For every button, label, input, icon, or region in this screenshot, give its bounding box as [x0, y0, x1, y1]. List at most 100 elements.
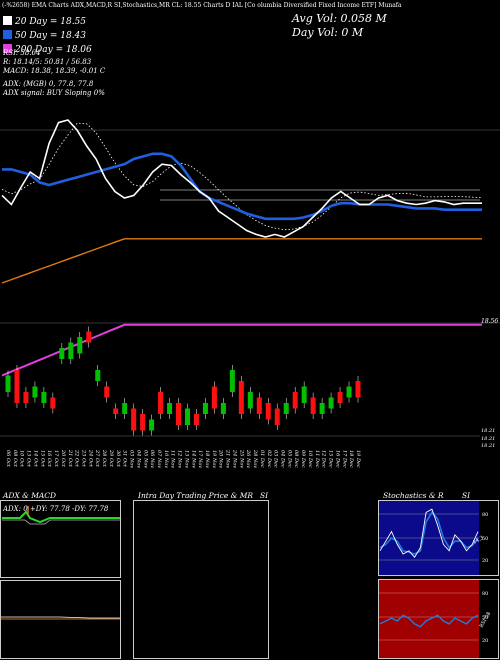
swatch — [3, 44, 12, 53]
day-volume: Day Vol: 0 M — [292, 26, 364, 39]
candle — [301, 381, 307, 408]
candle — [184, 403, 190, 430]
candle — [5, 370, 11, 397]
macd-readout: MACD: 18.38, 18.39, -0.01 C — [3, 67, 106, 75]
price-label: 18.56 — [481, 318, 498, 325]
date-label: 04 Dec — [280, 450, 286, 468]
date-label: 11 Dec — [314, 450, 320, 468]
candle-body — [23, 392, 29, 403]
main-chart: 06 Oct 08 Oct 10 Oct 13 Oct 14 Oct 15 Oct 16 O… — [0, 119, 500, 468]
date-label: 03 Dec — [273, 450, 279, 468]
candle-body — [158, 392, 164, 414]
intraday-panel — [133, 500, 269, 659]
legend-ema200: 200 Day = 18.06 — [3, 44, 92, 55]
candle — [265, 398, 271, 425]
candle — [113, 403, 119, 419]
rsi-tick: 80 — [482, 591, 488, 597]
date-label: 24 Nov — [231, 449, 237, 468]
candle — [247, 387, 253, 414]
candle-body — [122, 403, 128, 414]
date-label: 21 Nov — [225, 449, 231, 468]
date-label: 10 Nov — [163, 450, 169, 468]
date-label: 13 Oct — [26, 450, 32, 468]
date-label: 17 Nov — [197, 450, 203, 468]
candle-body — [229, 370, 235, 392]
adx-readout: ADX: (MGB) 0, 77.8, 77.8 ADX signal: BUY… — [3, 80, 105, 98]
candle-body — [274, 408, 280, 425]
candle-body — [202, 403, 208, 414]
gridlines — [0, 129, 500, 437]
rsi-tick: 50 — [482, 615, 488, 621]
date-label: 17 Oct — [53, 450, 59, 468]
candle-body — [319, 403, 325, 414]
candle — [50, 392, 56, 414]
candle-body — [14, 370, 20, 403]
macd-line — [1, 616, 120, 619]
candle — [167, 398, 173, 419]
dotted-ema-line — [1, 122, 483, 231]
stoch-tick: 50 — [482, 536, 488, 542]
date-label: 31 Oct — [122, 450, 128, 468]
rsi-tick: 20 — [482, 638, 488, 644]
rsi-line — [379, 614, 479, 628]
adx-values: ADX: 0 +DY: 77.78 -DY: 77.78 — [2, 505, 109, 513]
candle — [310, 392, 316, 419]
candle — [158, 387, 164, 419]
candle — [95, 365, 101, 386]
candle — [202, 398, 208, 419]
date-label: 04 Nov — [135, 450, 141, 468]
date-label: 27 Oct — [94, 449, 100, 468]
candle-body — [149, 419, 155, 431]
date-label: 28 Nov — [252, 449, 258, 468]
date-label: 26 Nov — [245, 449, 251, 468]
candle-body — [167, 403, 173, 414]
date-axis: 06 Oct 08 Oct 10 Oct 13 Oct 14 Oct 15 Oct 16 O… — [5, 449, 361, 468]
candle — [292, 387, 298, 414]
stoch-value-label: 14,3 — [472, 535, 485, 546]
date-label: 17 Dec — [341, 450, 347, 468]
candle — [328, 392, 334, 414]
ema200-line-lower — [1, 323, 482, 377]
candle-layer — [5, 326, 361, 436]
stoch-title-suffix: SI — [462, 491, 471, 500]
adx-box — [0, 500, 121, 578]
candle — [104, 381, 110, 403]
candle — [68, 337, 74, 364]
price-label: 18.21 — [481, 436, 495, 442]
candle — [256, 392, 262, 419]
swatch — [3, 16, 12, 25]
candle — [274, 403, 280, 430]
adx-line: ADX: (MGB) 0, 77.8, 77.8 — [3, 80, 94, 88]
stoch-rsi-panel: 80 50 20 14,3 80 50 20 RSI 58 — [378, 500, 499, 659]
date-label: 16 Oct — [46, 450, 52, 468]
candle-body — [283, 403, 289, 414]
candle — [77, 332, 83, 359]
candle-body — [247, 392, 253, 409]
candle-body — [5, 375, 11, 392]
candle-body — [113, 408, 119, 414]
ema-layer — [1, 119, 482, 238]
date-label: 22 Oct — [74, 449, 80, 468]
candle-body — [50, 397, 56, 409]
date-label: 11 Nov — [170, 450, 176, 468]
date-label: 29 Oct — [108, 449, 114, 468]
candle — [122, 398, 128, 419]
candle-body — [86, 331, 92, 343]
stoch-fast-line — [379, 508, 479, 558]
rsi-readout: RSI: 58.64 — [3, 49, 41, 57]
candle-body — [292, 392, 298, 409]
candle — [59, 343, 65, 364]
date-label: 08 Oct — [12, 450, 18, 468]
candle-body — [256, 397, 262, 414]
date-label: 20 Oct — [60, 449, 66, 468]
legend-label: 200 Day = 18.06 — [15, 45, 92, 55]
candle-body — [301, 386, 307, 403]
adx-macd-panel: ADX: 0 +DY: 77.78 -DY: 77.78 — [0, 500, 121, 659]
date-label: 12 Dec — [321, 450, 327, 468]
candle-body — [104, 386, 110, 398]
macd-box — [0, 580, 121, 659]
date-label: 06 Oct — [5, 450, 11, 468]
candle — [229, 365, 235, 397]
candle-body — [355, 381, 361, 398]
r-readout: R: 18.14/5: 50.81 / 56.83 — [3, 58, 92, 66]
